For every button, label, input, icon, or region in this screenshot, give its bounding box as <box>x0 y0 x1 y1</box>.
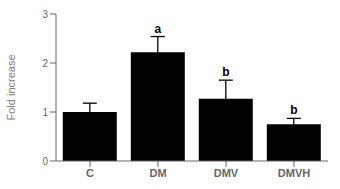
svg-text:3: 3 <box>42 9 48 20</box>
svg-text:0: 0 <box>42 156 48 167</box>
svg-text:DM: DM <box>149 167 166 179</box>
svg-text:C: C <box>86 167 94 179</box>
svg-text:1: 1 <box>42 107 48 118</box>
svg-text:2: 2 <box>42 58 48 69</box>
svg-text:a: a <box>154 22 161 36</box>
svg-text:DMV: DMV <box>214 167 239 179</box>
svg-text:DMVH: DMVH <box>278 167 310 179</box>
svg-text:b: b <box>222 65 229 79</box>
svg-text:Fold increase: Fold increase <box>8 54 17 120</box>
svg-text:b: b <box>290 103 297 117</box>
